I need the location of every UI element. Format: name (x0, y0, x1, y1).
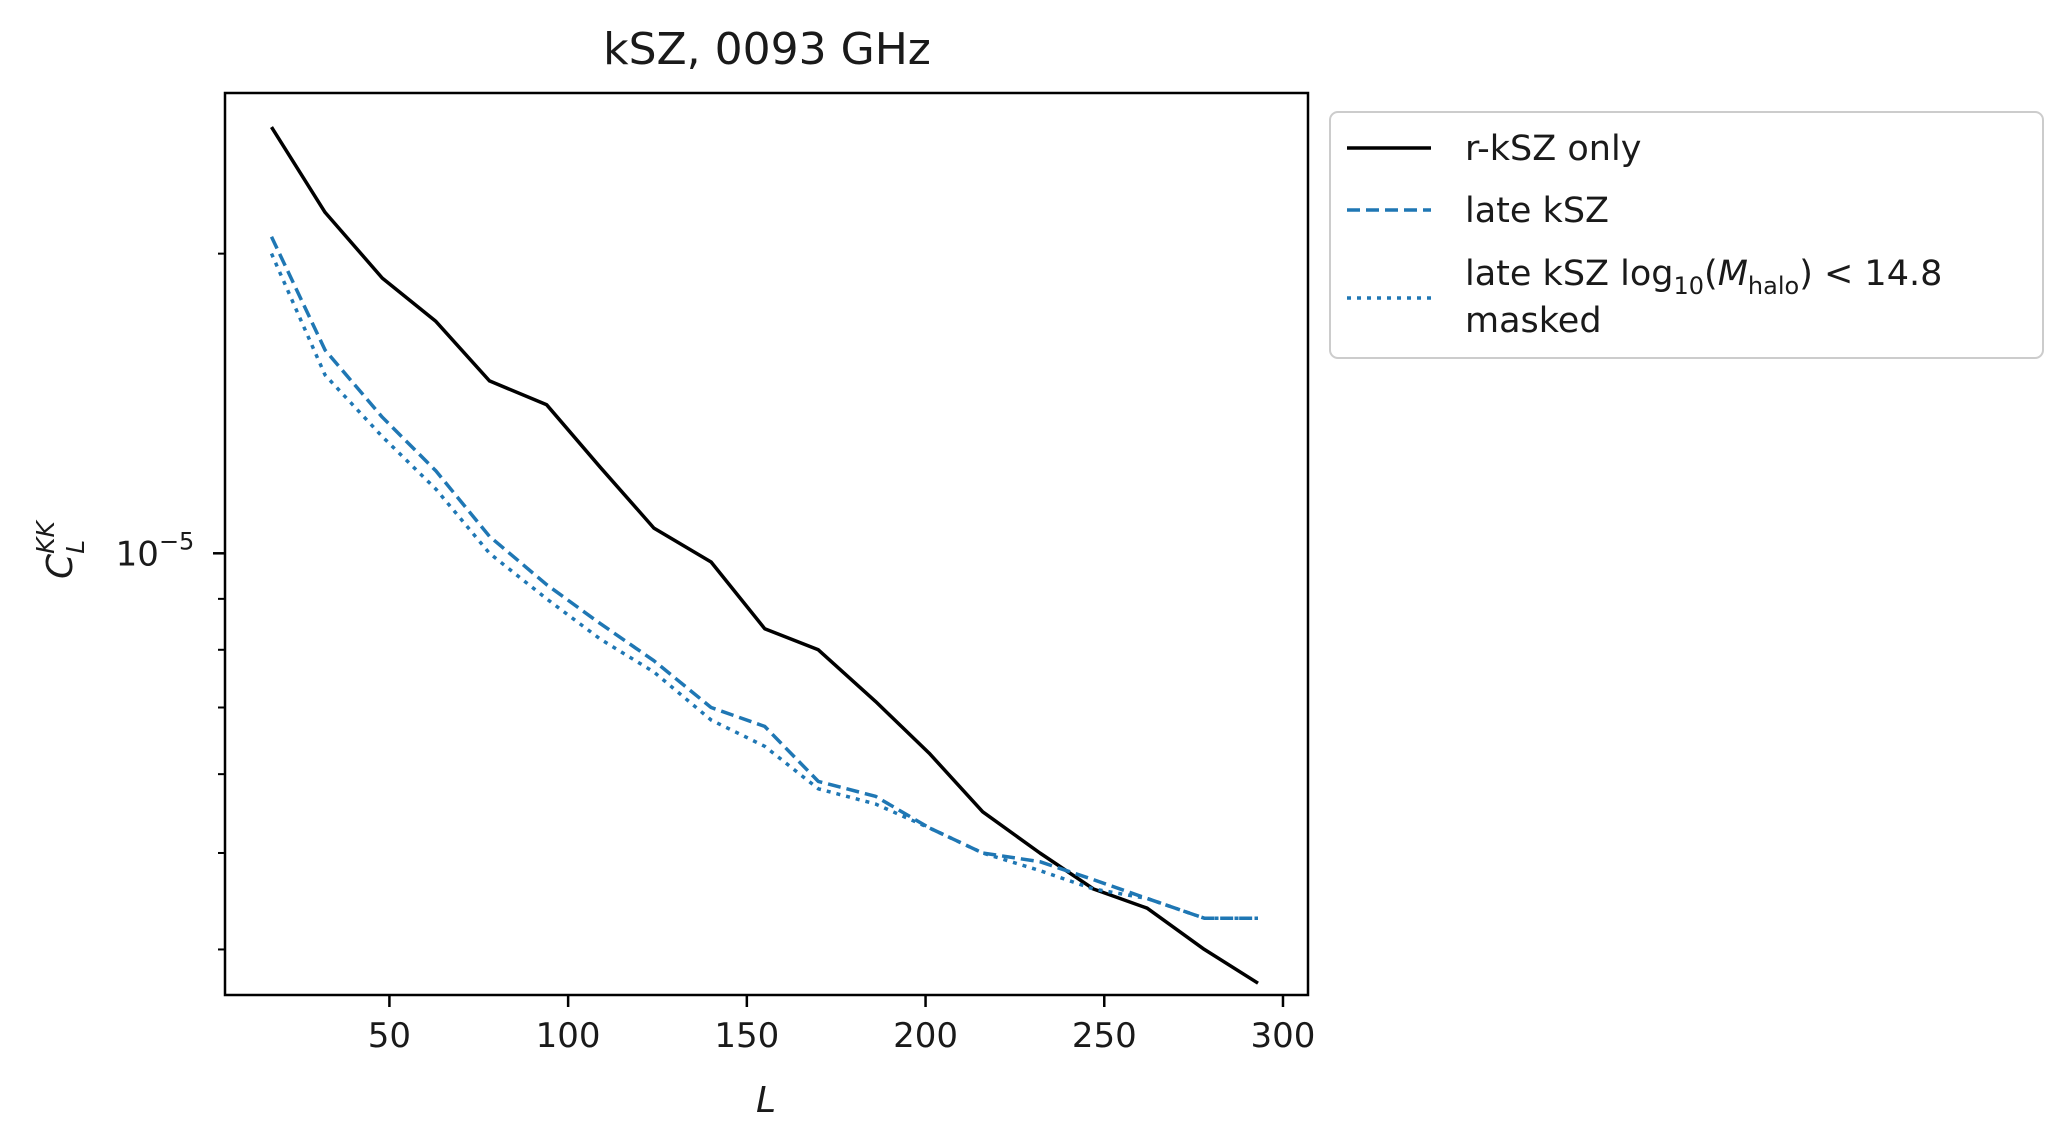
legend-label-late-ksz-masked-line2: masked (1465, 301, 1602, 341)
legend: r-kSZ only late kSZ late kSZ log10(Mhalo… (1329, 111, 2044, 359)
y-label-sub: L (61, 540, 90, 554)
y-axis-label: CLKK (31, 518, 90, 578)
svg-text:CLKK: CLKK (31, 518, 90, 578)
x-axis-label: L (756, 1080, 776, 1121)
series-line-late-ksz-masked (269, 252, 1258, 920)
x-tick-label: 50 (368, 1016, 411, 1056)
x-tick-label: 200 (893, 1016, 958, 1056)
y-label-sup: KK (31, 518, 60, 553)
x-tick-label: 300 (1251, 1016, 1316, 1056)
series-layer (269, 126, 1259, 985)
legend-label-late-ksz: late kSZ (1465, 191, 1609, 231)
x-tick-label: 100 (536, 1016, 601, 1056)
legend-frame (1329, 111, 2044, 359)
x-tick-label: 150 (714, 1016, 779, 1056)
y-label-main: C (40, 553, 81, 579)
y-axis-ticks: 10−5 (116, 252, 225, 951)
x-tick-label: 250 (1072, 1016, 1137, 1056)
series-line-late-ksz (269, 235, 1258, 920)
x-axis-ticks: 50 100 150 200 250 300 (368, 995, 1316, 1056)
series-line-r-ksz (270, 126, 1259, 985)
plot-frame (223, 91, 1310, 997)
legend-label-r-ksz: r-kSZ only (1465, 129, 1641, 169)
legend-label-late-ksz-masked: late kSZ log10(Mhalo) < 14.8 (1465, 254, 1942, 300)
chart-title: kSZ, 0093 GHz (603, 24, 931, 75)
y-tick-label: 10−5 (116, 527, 195, 574)
